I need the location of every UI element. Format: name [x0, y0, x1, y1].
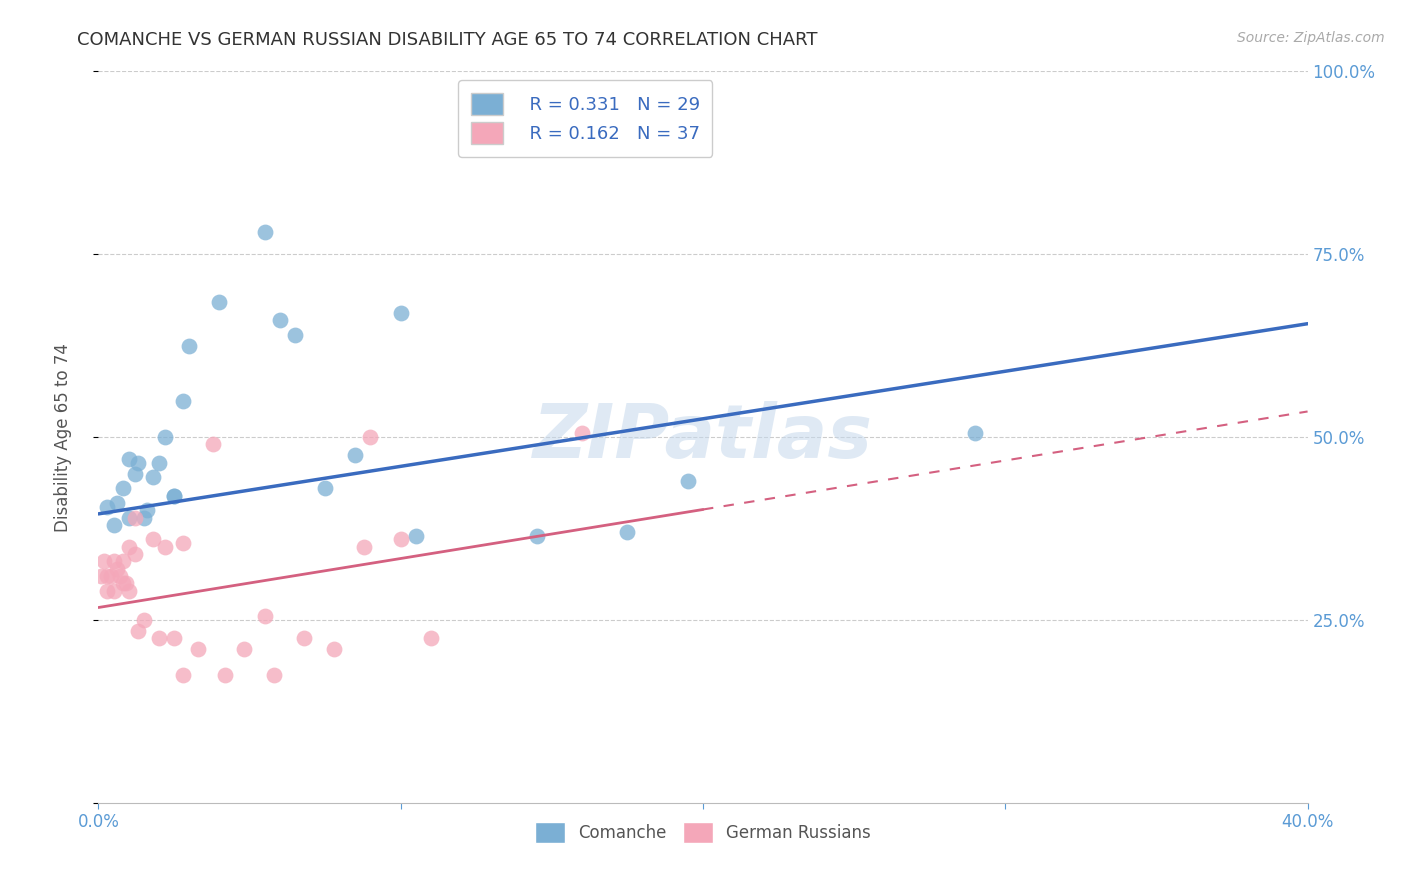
Point — [96, 569, 118, 583]
Point — [389, 533, 412, 547]
Point — [114, 576, 136, 591]
Point — [111, 554, 134, 568]
Point — [105, 496, 128, 510]
Text: COMANCHE VS GERMAN RUSSIAN DISABILITY AGE 65 TO 74 CORRELATION CHART: COMANCHE VS GERMAN RUSSIAN DISABILITY AG… — [77, 31, 818, 49]
Point — [103, 517, 125, 532]
Point — [344, 448, 367, 462]
Point — [420, 632, 443, 646]
Point — [103, 554, 125, 568]
Point — [263, 667, 285, 681]
Point — [135, 503, 157, 517]
Point — [187, 642, 209, 657]
Point — [96, 500, 118, 514]
Point — [360, 430, 382, 444]
Point — [127, 456, 149, 470]
Point — [127, 624, 149, 638]
Point — [314, 481, 336, 495]
Point — [142, 470, 165, 484]
Point — [132, 510, 155, 524]
Point — [124, 467, 146, 481]
Point — [153, 540, 176, 554]
Point — [118, 452, 141, 467]
Point — [253, 225, 276, 239]
Point — [676, 474, 699, 488]
Point — [232, 642, 254, 657]
Point — [124, 547, 146, 561]
Point — [208, 294, 231, 309]
Y-axis label: Disability Age 65 to 74: Disability Age 65 to 74 — [53, 343, 72, 532]
Point — [214, 667, 236, 681]
Point — [179, 338, 201, 352]
Point — [96, 583, 118, 598]
Point — [526, 529, 548, 543]
Point — [111, 576, 134, 591]
Point — [571, 426, 593, 441]
Point — [202, 437, 225, 451]
Point — [172, 536, 194, 550]
Point — [284, 327, 307, 342]
Point — [93, 554, 115, 568]
Point — [103, 583, 125, 598]
Point — [292, 632, 315, 646]
Point — [148, 632, 170, 646]
Point — [405, 529, 427, 543]
Point — [100, 569, 122, 583]
Point — [163, 632, 186, 646]
Point — [105, 562, 128, 576]
Point — [172, 393, 194, 408]
Point — [353, 540, 375, 554]
Point — [90, 569, 112, 583]
Point — [153, 430, 176, 444]
Point — [148, 456, 170, 470]
Point — [163, 489, 186, 503]
Point — [253, 609, 276, 624]
Point — [118, 583, 141, 598]
Point — [389, 306, 412, 320]
Point — [118, 540, 141, 554]
Point — [323, 642, 346, 657]
Point — [111, 481, 134, 495]
Text: ZIPatlas: ZIPatlas — [533, 401, 873, 474]
Point — [118, 510, 141, 524]
Legend: Comanche, German Russians: Comanche, German Russians — [529, 815, 877, 849]
Point — [163, 489, 186, 503]
Point — [142, 533, 165, 547]
Point — [616, 525, 638, 540]
Point — [965, 426, 987, 441]
Point — [132, 613, 155, 627]
Point — [108, 569, 131, 583]
Point — [172, 667, 194, 681]
Point — [269, 313, 291, 327]
Point — [124, 510, 146, 524]
Text: Source: ZipAtlas.com: Source: ZipAtlas.com — [1237, 31, 1385, 45]
